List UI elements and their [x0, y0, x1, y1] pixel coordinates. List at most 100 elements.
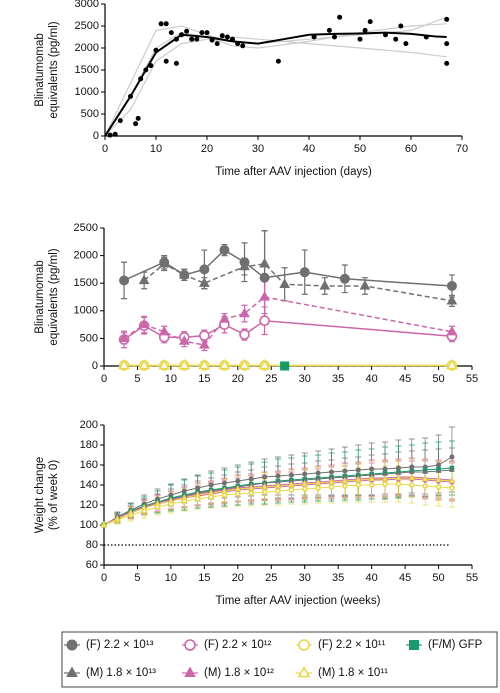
- y-tick-label: 1500: [75, 64, 99, 76]
- marker: [421, 475, 429, 482]
- marker: [154, 500, 161, 507]
- marker: [180, 494, 188, 501]
- series-line: [143, 262, 453, 302]
- marker: [314, 479, 322, 486]
- marker: [449, 485, 455, 491]
- marker: [235, 41, 241, 47]
- marker: [354, 476, 362, 483]
- marker: [221, 480, 227, 486]
- marker: [239, 307, 250, 318]
- marker: [218, 358, 231, 370]
- y-tick-label: 100: [80, 519, 98, 531]
- marker: [275, 488, 281, 494]
- marker: [178, 268, 190, 279]
- marker: [275, 473, 281, 479]
- y-tick-label: 160: [80, 459, 98, 471]
- x-tick-label: 10: [165, 373, 177, 385]
- marker: [448, 477, 456, 484]
- marker: [408, 474, 416, 481]
- marker: [280, 361, 290, 371]
- marker: [198, 358, 211, 370]
- marker: [423, 34, 429, 40]
- marker: [239, 329, 250, 340]
- marker: [179, 32, 184, 38]
- y-tick-label: 2000: [74, 250, 98, 262]
- marker: [444, 60, 450, 66]
- legend-marker: [184, 666, 196, 677]
- marker: [302, 471, 308, 477]
- marker: [449, 466, 455, 472]
- marker: [221, 487, 228, 494]
- marker: [342, 468, 348, 474]
- x-tick-label: 30: [299, 572, 311, 584]
- marker: [288, 472, 294, 478]
- marker: [259, 257, 270, 268]
- marker: [435, 476, 442, 483]
- marker: [194, 491, 202, 498]
- y-tick-label: 0: [92, 360, 98, 372]
- legend-marker: [66, 639, 78, 651]
- marker: [275, 58, 281, 64]
- marker: [178, 335, 190, 345]
- marker: [436, 462, 442, 468]
- series-line: [123, 319, 452, 341]
- marker: [261, 483, 268, 490]
- x-tick-label: 20: [232, 572, 244, 584]
- marker: [238, 358, 251, 370]
- marker: [446, 325, 458, 336]
- y-tick-label: 180: [80, 439, 98, 451]
- marker: [315, 470, 321, 476]
- marker: [444, 41, 450, 47]
- y-axis-label: equivalents (pg/ml): [48, 21, 60, 118]
- marker: [153, 47, 159, 53]
- marker: [248, 476, 254, 482]
- marker: [398, 23, 404, 29]
- marker: [444, 16, 450, 22]
- marker: [259, 291, 270, 301]
- y-tick-label: 80: [86, 539, 98, 551]
- marker: [234, 485, 242, 492]
- x-tick-label: 20: [232, 373, 244, 385]
- y-tick-label: 120: [80, 499, 98, 511]
- marker: [359, 279, 371, 290]
- legend-label: (F) 2.2 × 10¹¹: [318, 639, 386, 651]
- marker: [221, 492, 228, 498]
- marker: [133, 121, 139, 127]
- marker: [148, 63, 154, 69]
- x-tick-label: 60: [405, 143, 417, 155]
- x-tick-label: 25: [265, 373, 277, 385]
- marker: [114, 515, 121, 522]
- marker: [395, 474, 402, 481]
- marker: [199, 264, 210, 275]
- marker: [383, 32, 388, 38]
- x-tick-label: 25: [265, 572, 277, 584]
- x-tick-label: 15: [198, 373, 210, 385]
- marker: [118, 358, 130, 370]
- legend-label: (M) 1.8 × 10¹¹: [318, 667, 388, 679]
- legend-box: [61, 631, 498, 688]
- y-axis-label: Weight change: [34, 457, 46, 534]
- y-tick-label: 2500: [74, 222, 98, 234]
- marker: [239, 260, 250, 271]
- marker: [408, 468, 415, 474]
- x-tick-label: 30: [299, 373, 311, 385]
- marker: [369, 466, 375, 472]
- marker: [446, 294, 458, 305]
- marker: [118, 332, 130, 343]
- marker: [209, 37, 215, 43]
- marker: [199, 30, 205, 36]
- x-tick-label: 40: [303, 143, 315, 155]
- y-axis-label: Blinatumomab: [34, 33, 46, 107]
- x-tick-label: 40: [366, 373, 378, 385]
- marker: [368, 482, 375, 488]
- series-line: [104, 31, 447, 137]
- marker: [163, 21, 169, 27]
- marker: [158, 325, 170, 336]
- legend-marker: [297, 665, 311, 678]
- marker: [319, 279, 331, 290]
- marker: [119, 275, 130, 286]
- x-axis-label: Time after AAV injection (weeks): [216, 595, 381, 607]
- marker: [395, 481, 402, 487]
- y-axis-label: (% of week 0): [48, 460, 60, 530]
